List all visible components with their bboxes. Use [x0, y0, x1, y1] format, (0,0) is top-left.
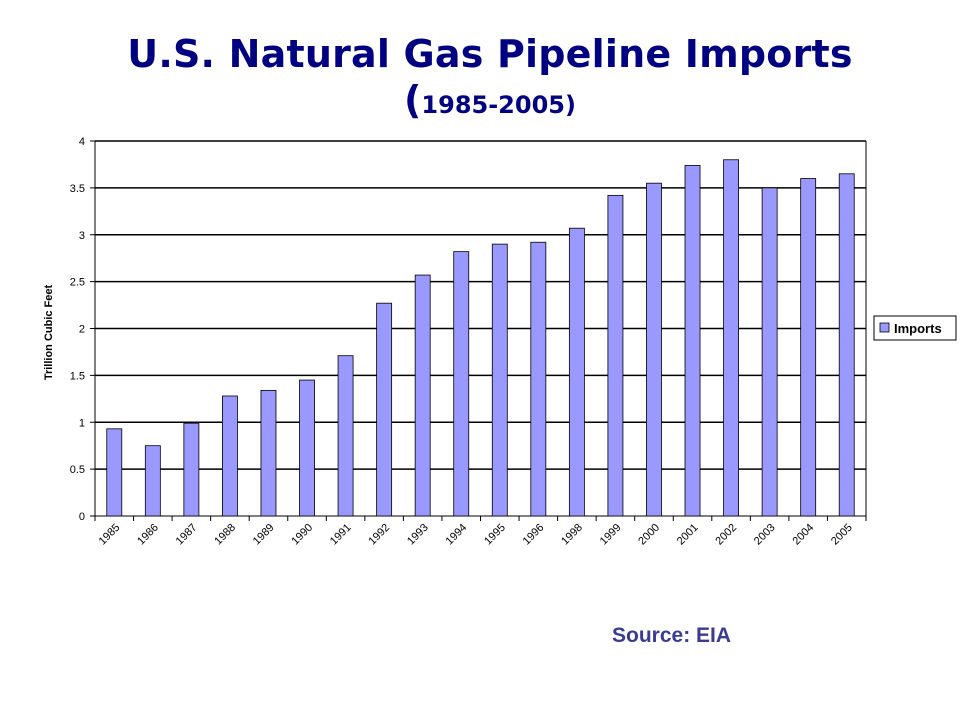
y-tick-label: 0.5	[70, 464, 85, 476]
x-tick-label: 1999	[598, 522, 624, 548]
bar	[838, 173, 855, 517]
bar	[453, 251, 470, 517]
subtitle-paren: (	[404, 78, 422, 122]
bar	[800, 178, 817, 517]
x-tick-label: 2001	[675, 522, 701, 548]
bar	[222, 395, 238, 517]
x-tick-label: 1987	[174, 522, 200, 548]
legend-label: Imports	[894, 321, 942, 336]
bar	[761, 187, 778, 517]
legend-swatch	[879, 322, 890, 333]
chart-subtitle: (1985-2005)	[0, 78, 960, 122]
x-tick-label: 1992	[366, 522, 392, 548]
bar	[376, 302, 393, 517]
y-axis-label: Trillion Cubic Feet	[43, 284, 55, 380]
y-tick-label: 1	[79, 417, 85, 429]
subtitle-years: 1985-2005)	[421, 91, 576, 119]
x-tick-label: 1991	[328, 522, 354, 548]
bar	[530, 241, 547, 517]
bar	[260, 389, 277, 517]
bar	[106, 428, 123, 517]
bar	[607, 194, 624, 517]
bar	[723, 159, 739, 517]
x-tick-label: 1998	[559, 522, 585, 548]
x-tick-label: 1986	[135, 522, 161, 548]
source-note: Source: EIA	[612, 624, 732, 647]
x-tick-label: 1996	[521, 522, 547, 548]
x-tick-label: 1990	[289, 522, 315, 548]
y-tick-label: 1.5	[70, 370, 85, 382]
bar	[568, 227, 585, 517]
x-tick-label: 2002	[713, 522, 739, 548]
y-tick-label: 4	[79, 136, 85, 148]
x-tick-label: 2003	[752, 522, 778, 548]
y-tick-label: 3	[79, 230, 85, 242]
x-tick-label: 1989	[251, 522, 277, 548]
bar	[414, 274, 431, 517]
bar	[646, 182, 662, 517]
x-tick-label: 1988	[212, 522, 238, 548]
x-tick-label: 2005	[829, 522, 855, 548]
x-tick-label: 1993	[405, 522, 431, 548]
x-tick-label: 2004	[790, 522, 816, 548]
y-tick-label: 2	[79, 324, 85, 336]
x-tick-label: 1985	[97, 522, 123, 548]
bar	[183, 422, 200, 517]
bar	[337, 355, 354, 517]
x-tick-label: 2000	[636, 522, 662, 548]
chart-title: U.S. Natural Gas Pipeline Imports	[127, 32, 853, 76]
y-tick-label: 2.5	[70, 277, 85, 289]
bar	[299, 379, 315, 517]
bar	[684, 164, 701, 517]
bar	[491, 243, 508, 517]
y-tick-label: 3.5	[70, 183, 85, 195]
x-tick-label: 1994	[444, 522, 470, 548]
x-tick-label: 1995	[482, 522, 508, 548]
bar	[144, 445, 161, 517]
y-tick-label: 0	[79, 511, 85, 523]
